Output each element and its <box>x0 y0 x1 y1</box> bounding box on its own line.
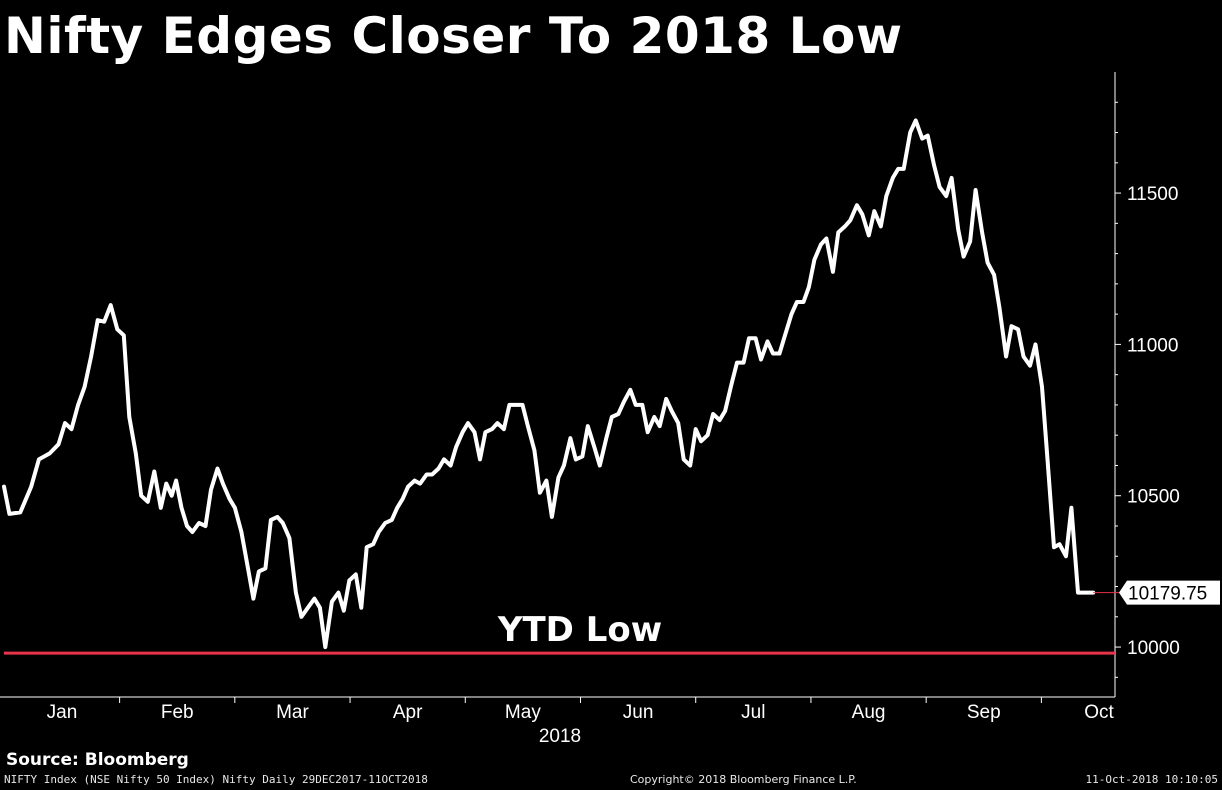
x-tick-label: May <box>505 702 541 723</box>
x-tick-label: Aug <box>852 702 886 723</box>
footer-ticker-info: NIFTY Index (NSE Nifty 50 Index) Nifty D… <box>4 773 428 786</box>
y-tick-label: 10500 <box>1127 487 1180 508</box>
annotation-layer: YTD Low 10179.75 <box>4 580 1220 655</box>
source-note: Source: Bloomberg <box>6 750 189 770</box>
x-tick-label: Apr <box>393 702 423 723</box>
y-tick-label: 10000 <box>1127 638 1180 659</box>
ytd-low-label: YTD Low <box>497 610 662 650</box>
last-value-badge: 10179.75 <box>1119 580 1220 605</box>
chart-title: Nifty Edges Closer To 2018 Low <box>4 7 903 65</box>
axis-layer: 10000 10500 11000 11500 Jan Feb Mar Apr May Jun Ju… <box>0 72 1180 747</box>
x-tick-label: Jan <box>47 702 78 723</box>
x-tick-label: Feb <box>161 702 194 723</box>
y-tick-label: 11000 <box>1127 335 1178 356</box>
x-tick-label: Jul <box>741 702 765 723</box>
x-tick-label: Sep <box>967 702 1001 723</box>
x-tick-label: Jun <box>623 702 654 723</box>
nifty-price-line <box>2 118 1096 650</box>
y-tick-label: 11500 <box>1127 184 1178 205</box>
series-layer <box>2 118 1096 650</box>
last-value-label: 10179.75 <box>1128 584 1207 605</box>
x-tick-label: Oct <box>1084 702 1114 723</box>
x-tick-label: Mar <box>276 702 309 723</box>
footer-copyright: Copyright© 2018 Bloomberg Finance L.P. <box>630 773 857 786</box>
footer-timestamp: 11-Oct-2018 10:10:05 <box>1085 773 1218 786</box>
last-value-box <box>1119 580 1220 605</box>
x-axis-label: 2018 <box>539 726 581 747</box>
